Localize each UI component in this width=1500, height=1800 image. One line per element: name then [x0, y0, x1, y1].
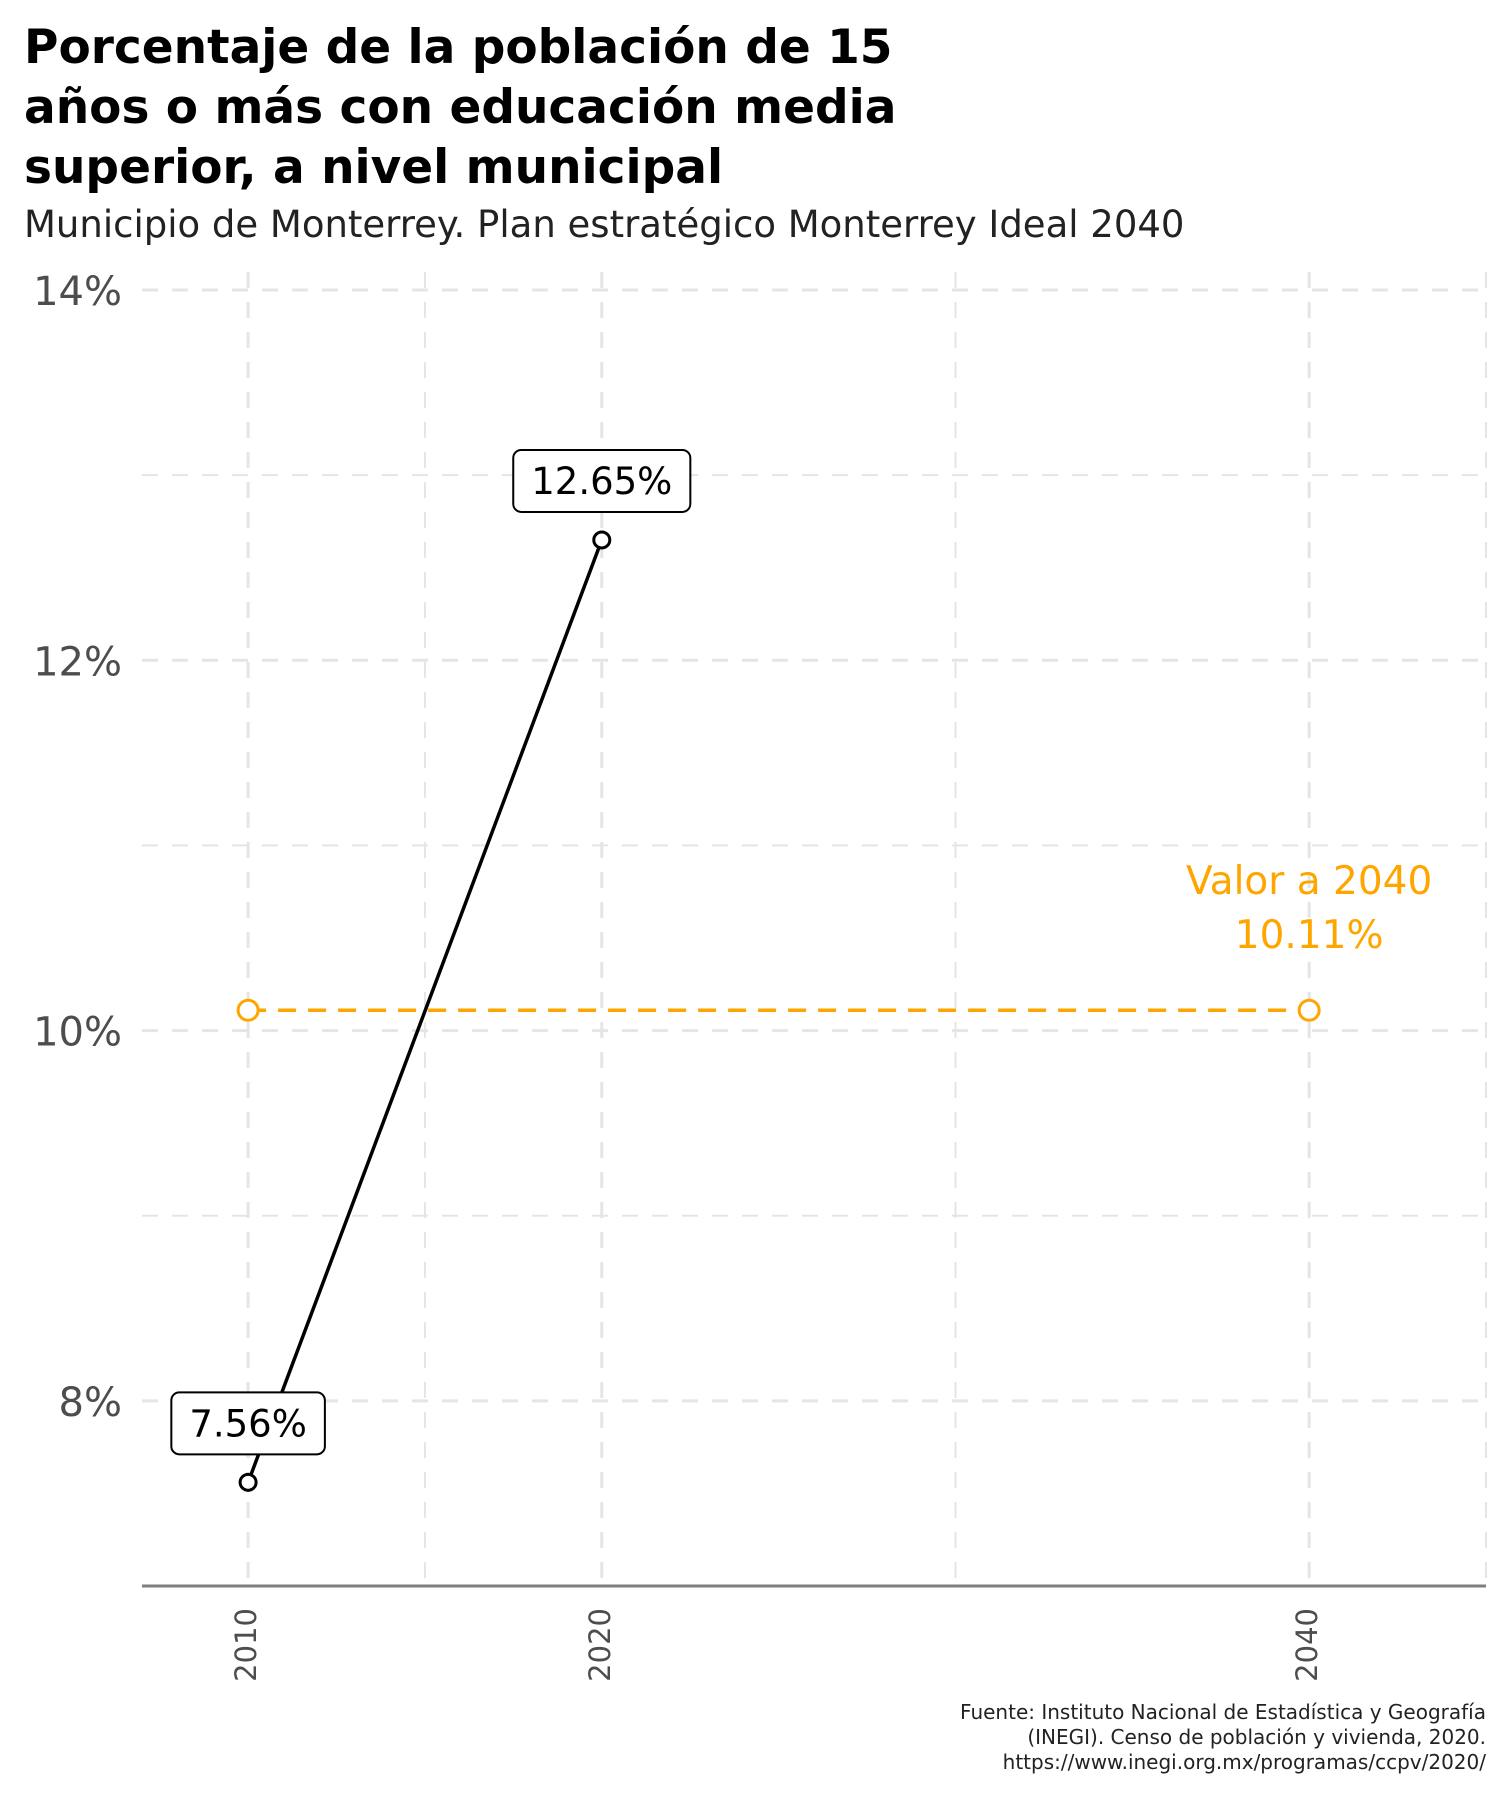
data-label: 7.56%	[170, 1391, 326, 1456]
data-label-text: 7.56%	[189, 1402, 307, 1445]
chart-title: Porcentaje de la población de 15 años o …	[24, 20, 897, 195]
x-tick-label: 2010	[229, 1608, 263, 1682]
chart-subtitle: Municipio de Monterrey. Plan estratégico…	[24, 203, 1185, 246]
data-label-box	[512, 448, 692, 513]
source-line: Fuente: Instituto Nacional de Estadístic…	[960, 1700, 1486, 1724]
x-tick-label: 2020	[583, 1608, 617, 1682]
data-label-box	[170, 1391, 326, 1456]
y-tick-label: 10%	[33, 1010, 122, 1056]
annotation-title: Valor a 2040	[1186, 859, 1432, 904]
x-tick-label: 2040	[1290, 1608, 1324, 1682]
target-point	[1297, 998, 1321, 1022]
target-point	[236, 998, 260, 1022]
data-label: 12.65%	[512, 448, 692, 513]
y-tick-label: 8%	[59, 1380, 122, 1426]
source-line: https://www.inegi.org.mx/programas/ccpv/…	[1002, 1750, 1486, 1774]
y-tick-label: 14%	[33, 269, 122, 315]
y-tick-label: 12%	[33, 639, 122, 685]
series-line-main	[246, 539, 604, 1483]
source-line: (INEGI). Censo de población y vivienda, …	[1027, 1725, 1486, 1749]
data-point	[592, 530, 612, 550]
data-label-text: 12.65%	[531, 460, 672, 503]
annotation-value: 10.11%	[1235, 913, 1384, 958]
chart-source: Fuente: Instituto Nacional de Estadístic…	[960, 1700, 1486, 1775]
data-point	[238, 1472, 258, 1492]
